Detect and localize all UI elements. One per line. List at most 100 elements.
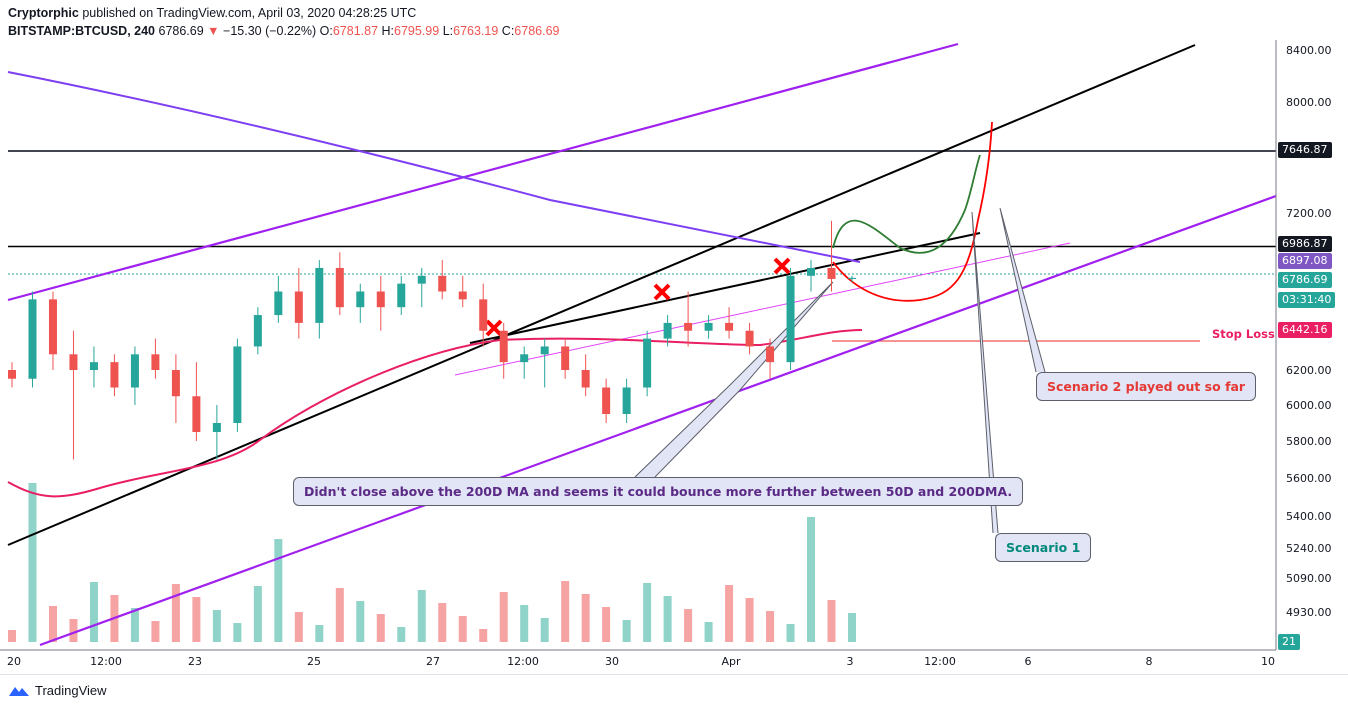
price-tick-label: 4930.00 [1286, 606, 1332, 619]
trendline-pink [454, 242, 1071, 376]
chart-header: Cryptorphic published on TradingView.com… [8, 4, 559, 40]
candle-body [192, 396, 201, 432]
candle-body [581, 370, 590, 388]
volume-bar [212, 610, 221, 642]
time-tick-label: 12:00 [507, 655, 539, 668]
time-tick-label: Apr [721, 655, 741, 668]
price-tick-label: 8000.00 [1286, 96, 1332, 109]
volume-bar [520, 605, 529, 642]
volume-bar [499, 592, 508, 642]
channel-upper-line [7, 42, 959, 302]
candle-body [561, 346, 570, 370]
volume-bar [171, 584, 180, 642]
high-label: H: [381, 24, 395, 38]
volume-bar [540, 618, 549, 642]
author-name[interactable]: Cryptorphic [8, 6, 79, 20]
time-tick-label: 10 [1261, 655, 1275, 668]
axes: 8400.00 8000.00 7200.00 6200.00 6000.00 5800.… [0, 40, 1348, 674]
volume-bar [69, 619, 78, 642]
candle-body [356, 291, 365, 308]
volume-bar [192, 597, 201, 642]
candle-body [663, 322, 672, 339]
scenario2-pointer [999, 207, 1046, 373]
tradingview-brand[interactable]: TradingView [8, 683, 107, 698]
volume-tag: 21 [1278, 634, 1300, 650]
volume-bar [294, 612, 303, 642]
low-value: 6763.19 [453, 24, 499, 38]
volume-bar [479, 629, 488, 642]
candle-body [89, 362, 98, 370]
candle-body [376, 291, 385, 308]
volume-bar [48, 606, 57, 642]
candle-body [766, 346, 775, 363]
candle-body [438, 275, 447, 292]
time-tick-label: 23 [188, 655, 202, 668]
candles [8, 220, 856, 460]
scenario2-path [832, 121, 993, 302]
candle-body [253, 315, 262, 347]
open-label: O: [319, 24, 333, 38]
close-value: 6786.69 [514, 24, 560, 38]
volume-bar [376, 614, 385, 642]
volume-bar [397, 627, 406, 642]
candle-body [745, 330, 754, 347]
candle-body [479, 299, 488, 331]
volume-bar [335, 588, 344, 642]
price-tick-label: 5600.00 [1286, 472, 1332, 485]
down-arrow-icon: ▼ [207, 24, 220, 38]
low-label: L: [442, 24, 454, 38]
ma200-tag: 6897.08 [1278, 253, 1332, 269]
candle-body [294, 291, 303, 323]
price-tick-label: 5800.00 [1286, 435, 1332, 448]
candle-body [499, 330, 508, 363]
volume-bar [766, 611, 775, 642]
volume-bar [725, 585, 734, 642]
time-tick-label: 12:00 [924, 655, 956, 668]
price-tick-label: 8400.00 [1286, 44, 1332, 57]
close-label: C: [501, 24, 515, 38]
volume-bar [458, 616, 467, 642]
stop-loss-tag: 6442.16 [1278, 322, 1332, 338]
volume-bar [438, 603, 447, 642]
volume-bar [130, 608, 139, 642]
candle-body [684, 322, 693, 331]
candle-body [69, 354, 78, 370]
time-tick-label: 12:00 [90, 655, 122, 668]
candle-body [171, 370, 180, 397]
brand-text: TradingView [35, 683, 107, 698]
volume-bar [151, 621, 160, 642]
bounce-callout-pointer [634, 281, 834, 478]
price-tick-label: 5090.00 [1286, 572, 1332, 585]
candle-body [827, 267, 836, 279]
price-tick-label: 6200.00 [1286, 364, 1332, 377]
trendline-inner [469, 232, 981, 344]
candle-body [130, 354, 139, 388]
volume-bar [848, 613, 856, 642]
candle-body [786, 275, 795, 363]
volume-bar [786, 624, 795, 642]
volume-bar [602, 607, 611, 642]
candle-body [807, 267, 816, 276]
scenario1-path [832, 154, 981, 254]
countdown-tag: 03:31:40 [1278, 292, 1336, 308]
rejection-x-mark [485, 319, 503, 337]
volume-bar [684, 609, 693, 642]
price-tick-label: 5400.00 [1286, 510, 1332, 523]
level-tag: 6986.87 [1278, 236, 1332, 252]
time-tick-label: 6 [1025, 655, 1032, 668]
volume-bar [28, 483, 37, 642]
high-value: 6795.99 [394, 24, 440, 38]
price-tick-label: 7200.00 [1286, 207, 1332, 220]
scenario1-callout: Scenario 1 [995, 533, 1092, 562]
volume-bar [643, 583, 652, 642]
rejection-x-mark [773, 257, 791, 275]
candle-body [848, 277, 856, 279]
volume-bar [89, 582, 98, 642]
volume-bar [315, 625, 324, 642]
ma50-line [7, 329, 863, 498]
volume-bar [253, 586, 262, 642]
candle-body [704, 322, 713, 331]
symbol-interval[interactable]: BITSTAMP:BTCUSD, 240 [8, 24, 156, 38]
trendline-upper [7, 44, 1196, 546]
